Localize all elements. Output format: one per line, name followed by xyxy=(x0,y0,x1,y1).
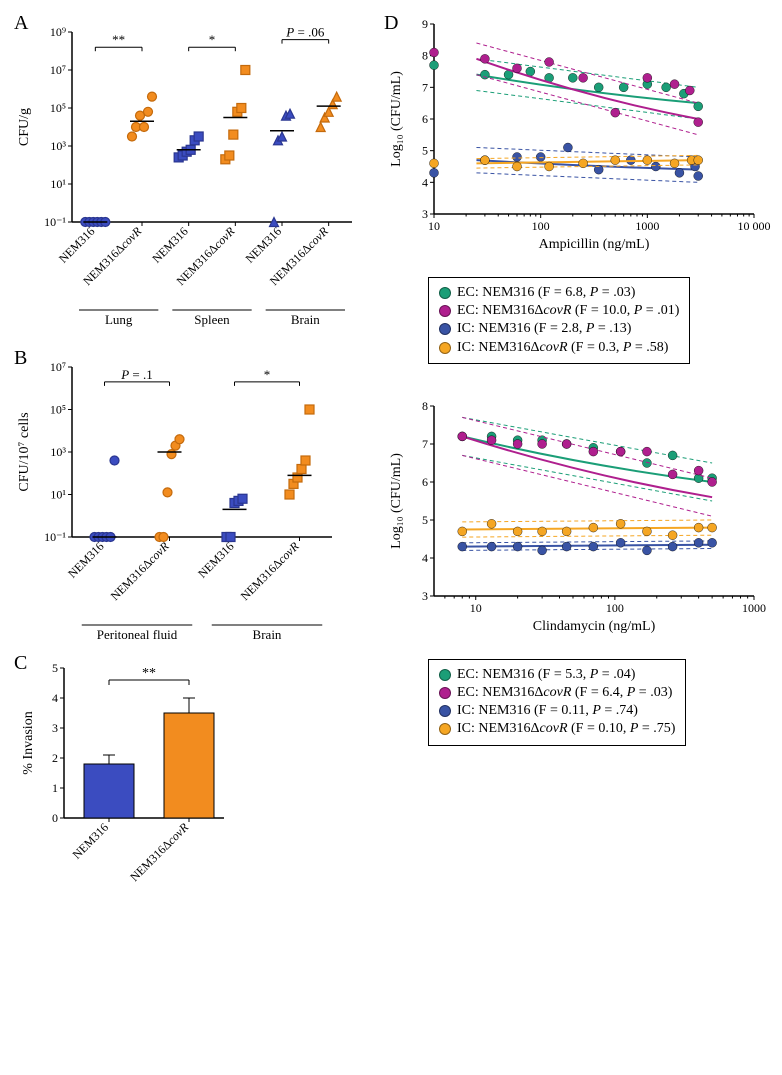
panel-c: C 0 1 2 3 4 5 % Invasion NEM316 NEM316ΔcovR ** xyxy=(8,648,368,923)
svg-text:3: 3 xyxy=(52,721,58,735)
svg-text:4: 4 xyxy=(52,691,58,705)
svg-text:% Invasion: % Invasion xyxy=(21,711,36,774)
svg-text:10⁹: 10⁹ xyxy=(50,25,66,39)
svg-text:9: 9 xyxy=(422,17,428,31)
svg-text:100: 100 xyxy=(532,219,550,233)
svg-text:7: 7 xyxy=(422,80,428,94)
svg-text:10⁵: 10⁵ xyxy=(50,101,66,115)
svg-text:10⁻¹: 10⁻¹ xyxy=(44,215,66,229)
svg-text:NEM316: NEM316 xyxy=(149,224,190,265)
svg-text:*: * xyxy=(209,32,216,47)
svg-text:NEM316ΔcovR: NEM316ΔcovR xyxy=(108,539,172,603)
svg-text:4: 4 xyxy=(422,175,428,189)
legend-item: IC: NEM316 (F = 0.11, P = .74) xyxy=(439,702,675,720)
svg-text:10¹: 10¹ xyxy=(50,177,66,191)
svg-text:CFU/g: CFU/g xyxy=(17,108,32,146)
svg-text:CFU/10⁷ cells: CFU/10⁷ cells xyxy=(17,412,32,491)
svg-text:NEM316: NEM316 xyxy=(65,539,106,580)
panel-c-label: C xyxy=(14,652,27,675)
svg-text:10: 10 xyxy=(470,601,482,615)
svg-text:Lung: Lung xyxy=(105,312,133,327)
svg-text:P = .1: P = .1 xyxy=(120,367,153,382)
svg-text:**: ** xyxy=(112,32,125,47)
svg-text:0: 0 xyxy=(52,811,58,825)
svg-text:Brain: Brain xyxy=(253,627,282,642)
panel-d-legend-clindamycin: EC: NEM316 (F = 5.3, P = .04)EC: NEM316Δ… xyxy=(428,659,686,746)
panel-c-chart: 0 1 2 3 4 5 % Invasion NEM316 NEM316ΔcovR ** xyxy=(8,648,268,918)
svg-text:P = .06: P = .06 xyxy=(285,25,325,40)
svg-text:*: * xyxy=(264,367,271,382)
svg-text:NEM316: NEM316 xyxy=(195,539,236,580)
panel-b: B 10⁻¹10¹10³10⁵10⁷NEM316NEM316ΔcovRNEM31… xyxy=(8,343,368,648)
panel-a-label: A xyxy=(14,12,28,35)
svg-text:10⁷: 10⁷ xyxy=(50,360,66,374)
svg-text:10 000: 10 000 xyxy=(738,219,771,233)
panel-a: A 10⁻¹10¹10³10⁵10⁷10⁹NEM316NEM316ΔcovRNE… xyxy=(8,8,368,343)
svg-text:4: 4 xyxy=(422,551,428,565)
svg-text:1000: 1000 xyxy=(742,601,766,615)
svg-text:Peritoneal fluid: Peritoneal fluid xyxy=(97,627,178,642)
svg-text:1000: 1000 xyxy=(635,219,659,233)
legend-item: IC: NEM316ΔcovR (F = 0.10, P = .75) xyxy=(439,720,675,738)
svg-text:10⁻¹: 10⁻¹ xyxy=(44,530,66,544)
legend-item: EC: NEM316ΔcovR (F = 10.0, P = .01) xyxy=(439,302,679,320)
svg-text:8: 8 xyxy=(422,399,428,413)
panel-b-chart: 10⁻¹10¹10³10⁵10⁷NEM316NEM316ΔcovRNEM316N… xyxy=(8,343,368,643)
legend-item: EC: NEM316ΔcovR (F = 6.4, P = .03) xyxy=(439,684,675,702)
legend-item: IC: NEM316 (F = 2.8, P = .13) xyxy=(439,320,679,338)
legend-item: EC: NEM316 (F = 6.8, P = .03) xyxy=(439,284,679,302)
svg-text:Log₁₀ (CFU/mL): Log₁₀ (CFU/mL) xyxy=(389,453,404,549)
svg-text:7: 7 xyxy=(422,437,428,451)
svg-text:Clindamycin (ng/mL): Clindamycin (ng/mL) xyxy=(533,619,656,634)
svg-text:Spleen: Spleen xyxy=(194,312,230,327)
panel-d-label: D xyxy=(384,12,398,35)
svg-text:5: 5 xyxy=(422,513,428,527)
svg-text:5: 5 xyxy=(52,661,58,675)
svg-text:NEM316ΔcovR: NEM316ΔcovR xyxy=(127,820,191,884)
panel-a-chart: 10⁻¹10¹10³10⁵10⁷10⁹NEM316NEM316ΔcovRNEM3… xyxy=(8,8,368,338)
svg-text:10³: 10³ xyxy=(50,139,66,153)
svg-text:NEM316: NEM316 xyxy=(56,224,97,265)
svg-text:3: 3 xyxy=(422,589,428,603)
panel-d: D 3 4 5 6 7 8 9 10 100 1000 10 000 Log₁₀ (CFU/mL) Am… xyxy=(378,8,774,923)
svg-text:**: ** xyxy=(142,666,156,681)
svg-text:10: 10 xyxy=(428,219,440,233)
legend-item: IC: NEM316ΔcovR (F = 0.3, P = .58) xyxy=(439,339,679,357)
svg-text:10³: 10³ xyxy=(50,445,66,459)
svg-text:1: 1 xyxy=(52,781,58,795)
svg-text:10⁷: 10⁷ xyxy=(50,63,66,77)
panel-d-legend-ampicillin: EC: NEM316 (F = 6.8, P = .03)EC: NEM316Δ… xyxy=(428,277,690,364)
panel-b-label: B xyxy=(14,347,27,370)
svg-text:Log₁₀ (CFU/mL): Log₁₀ (CFU/mL) xyxy=(389,71,404,167)
panel-d-chart-clindamycin: 3 4 5 6 7 8 10 100 1000 Log₁₀ (CFU/mL) Clindamycin… xyxy=(378,390,774,650)
svg-text:100: 100 xyxy=(606,601,624,615)
svg-text:Ampicillin (ng/mL): Ampicillin (ng/mL) xyxy=(539,237,650,252)
svg-text:NEM316: NEM316 xyxy=(243,224,284,265)
svg-text:6: 6 xyxy=(422,475,428,489)
panel-d-chart-ampicillin: 345678910100100010 000Log₁₀ (CFU/mL)Ampi… xyxy=(378,8,774,268)
svg-text:10¹: 10¹ xyxy=(50,488,66,502)
svg-text:8: 8 xyxy=(422,49,428,63)
svg-text:NEM316: NEM316 xyxy=(70,820,111,861)
svg-text:NEM316ΔcovR: NEM316ΔcovR xyxy=(238,539,302,603)
svg-text:10⁵: 10⁵ xyxy=(50,403,66,417)
svg-text:5: 5 xyxy=(422,144,428,158)
svg-text:2: 2 xyxy=(52,751,58,765)
svg-text:6: 6 xyxy=(422,112,428,126)
legend-item: EC: NEM316 (F = 5.3, P = .04) xyxy=(439,666,675,684)
svg-text:Brain: Brain xyxy=(291,312,320,327)
